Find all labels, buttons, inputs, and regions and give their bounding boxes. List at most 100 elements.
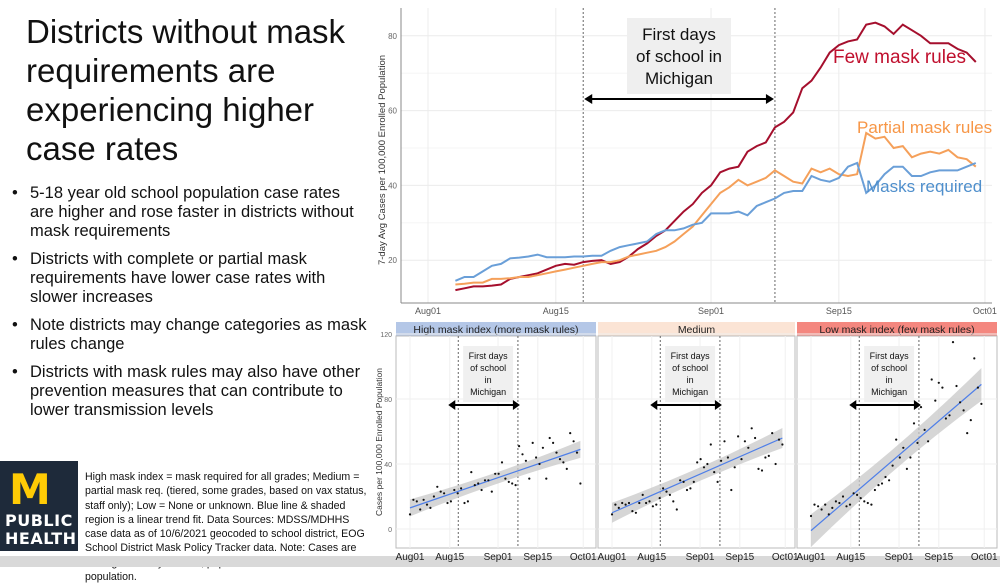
series-label: Masks required	[866, 177, 982, 196]
annotation-text: Michigan	[871, 387, 907, 397]
data-point	[483, 479, 487, 482]
annotation-text: in	[886, 375, 893, 385]
x-tick-label: Sep15	[725, 552, 754, 563]
data-point	[966, 432, 969, 435]
data-point	[500, 461, 504, 464]
data-point	[555, 451, 558, 454]
data-point	[774, 462, 777, 466]
data-point	[720, 459, 723, 462]
data-point	[859, 497, 862, 500]
data-point	[930, 378, 933, 381]
data-point	[614, 503, 617, 506]
x-tick-label: Aug01	[598, 552, 627, 563]
data-point	[743, 440, 747, 443]
data-point	[545, 477, 548, 480]
data-point	[733, 466, 736, 469]
data-point	[951, 341, 955, 344]
data-point	[845, 505, 848, 508]
x-tick-label: Aug15	[637, 552, 666, 563]
data-point	[730, 488, 733, 492]
annotation-text: of school	[470, 363, 506, 373]
data-point	[696, 461, 699, 464]
data-point	[511, 482, 514, 485]
data-point	[456, 492, 459, 495]
y-tick-label: 20	[388, 256, 397, 265]
facet-title: High mask index (more mask rules)	[413, 324, 578, 336]
arrowhead-left	[849, 400, 857, 410]
data-point	[415, 500, 418, 503]
data-point	[631, 510, 634, 513]
annotation-text: in	[687, 375, 694, 385]
data-point	[912, 422, 916, 425]
y-tick-label: 60	[388, 107, 397, 116]
data-point	[569, 432, 572, 435]
data-point	[463, 501, 466, 505]
data-point	[675, 508, 678, 511]
arrowhead-left	[584, 94, 593, 104]
data-point	[706, 462, 709, 466]
data-point	[497, 472, 500, 475]
x-tick-label: Sep01	[698, 306, 724, 316]
y-axis-label: Cases per 100,000 Enrolled Population	[374, 368, 384, 516]
data-point	[514, 484, 517, 487]
x-tick-label: Aug15	[836, 552, 865, 563]
data-point	[973, 357, 976, 360]
data-point	[672, 500, 675, 503]
data-point	[934, 399, 937, 402]
series-line-masks-required	[455, 161, 977, 282]
data-point	[757, 467, 760, 470]
series-line-few-mask-rules	[455, 21, 977, 292]
data-point	[655, 503, 658, 506]
data-point	[848, 503, 852, 506]
data-point	[641, 493, 644, 496]
data-point	[446, 501, 449, 505]
data-point	[541, 446, 545, 449]
annotation-text: First days	[870, 351, 910, 361]
data-point	[747, 446, 750, 449]
x-tick-label: Oct01	[973, 306, 997, 316]
x-tick-label: Sep01	[885, 552, 914, 563]
x-tick-label: Oct01	[570, 552, 597, 563]
facet-title: Low mask index (few mask rules)	[819, 324, 974, 336]
data-point	[528, 477, 531, 480]
data-point	[898, 456, 901, 459]
data-point	[841, 495, 845, 498]
data-point	[834, 500, 838, 503]
data-point	[692, 480, 695, 483]
series-line-partial-mask-rules	[455, 131, 977, 286]
bullet-item: Note districts may change categories as …	[8, 316, 368, 354]
data-point	[863, 500, 866, 503]
data-point	[891, 464, 894, 467]
x-tick-label: Sep15	[826, 306, 852, 316]
data-point	[976, 386, 980, 389]
data-point	[429, 506, 432, 509]
charts-canvas: 20 40 60 80 Aug01 Aug15 Sep01 Sep15 Oct01 7-day A…	[374, 8, 998, 563]
data-point	[927, 440, 930, 443]
data-point	[937, 381, 940, 384]
bullet-list: 5-18 year old school population case rat…	[8, 184, 368, 429]
facet-strip	[797, 322, 997, 336]
data-point	[524, 459, 528, 462]
data-point	[439, 490, 442, 493]
data-point	[923, 428, 926, 431]
annotation-text: of school in	[636, 47, 722, 66]
y-tick-label: 40	[388, 181, 397, 190]
umich-public-health-logo: M PUBLIC HEALTH	[0, 461, 78, 551]
y-tick-label: 80	[388, 32, 397, 41]
data-point	[504, 477, 507, 480]
data-point	[919, 406, 923, 409]
data-point	[621, 501, 624, 505]
y-tick-label: 120	[380, 332, 392, 339]
logo-mark: M	[9, 465, 51, 514]
data-point	[726, 456, 730, 459]
data-point	[490, 490, 493, 493]
annotation-box	[665, 346, 716, 402]
data-point	[651, 505, 655, 508]
arrowhead-left	[650, 400, 658, 410]
bottom-bar	[0, 556, 1000, 567]
data-point	[558, 458, 562, 461]
data-point	[980, 402, 983, 405]
data-point	[781, 443, 784, 446]
data-point	[562, 461, 565, 464]
y-tick-label: 80	[384, 397, 392, 404]
